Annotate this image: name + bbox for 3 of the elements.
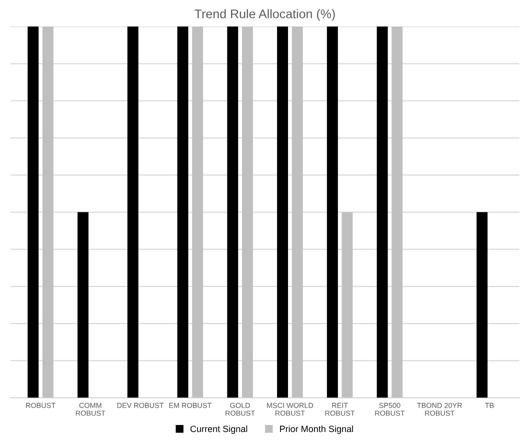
legend-label: Current Signal — [190, 425, 248, 434]
chart-title: Trend Rule Allocation (%) — [194, 9, 335, 21]
legend-label: Prior Month Signal — [280, 425, 353, 434]
